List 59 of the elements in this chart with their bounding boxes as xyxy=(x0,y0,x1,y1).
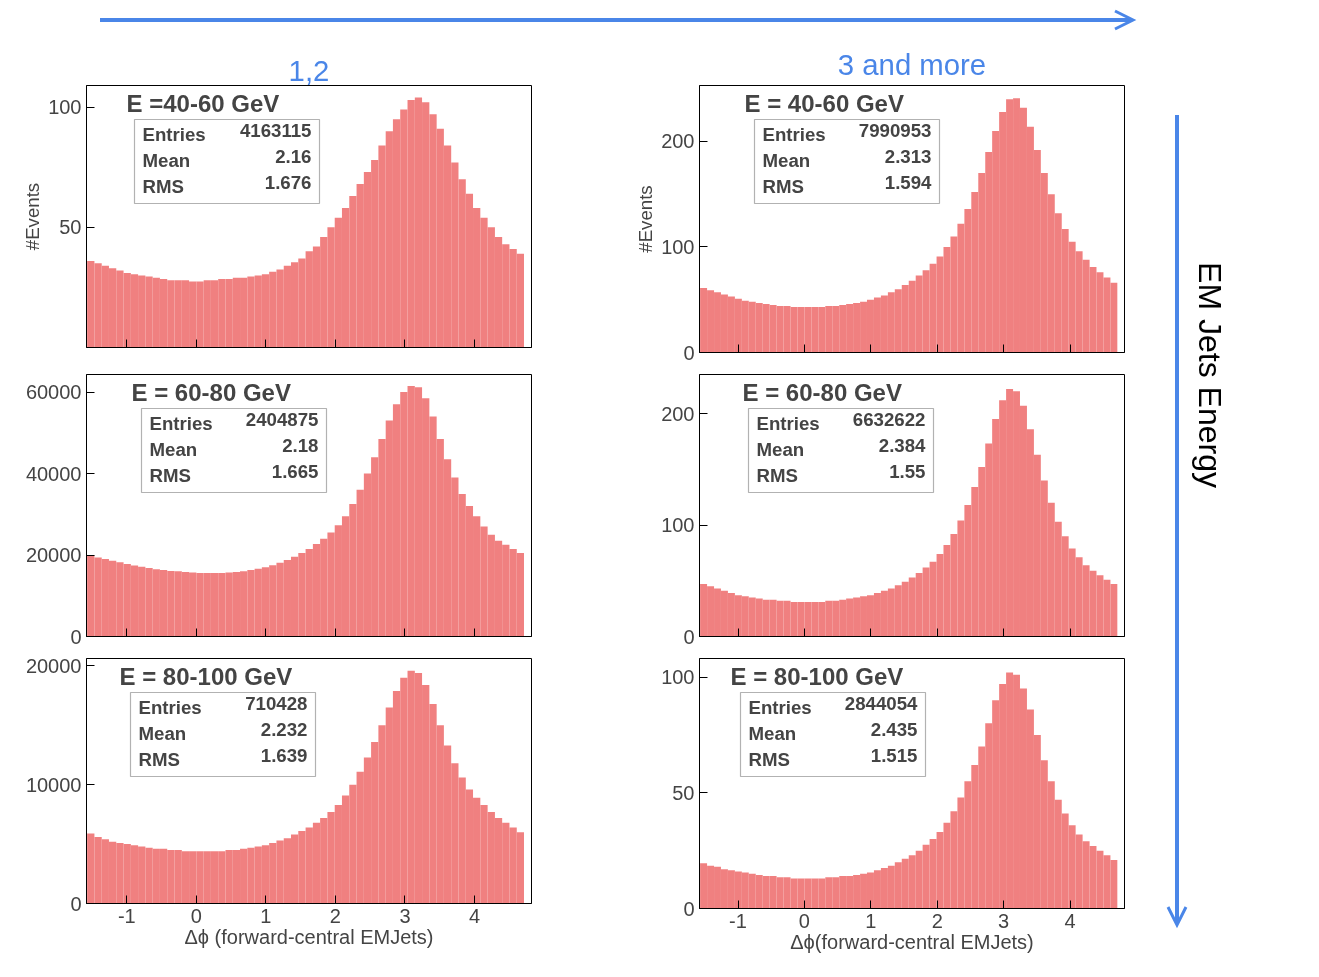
text: RMS 1.665 xyxy=(149,460,319,486)
text: RMS 1.515 xyxy=(748,744,918,770)
y-tick-label: 100 xyxy=(661,235,695,258)
y-tick-label: 20000 xyxy=(25,654,82,677)
x-tick-label: 2 xyxy=(931,909,943,932)
y-tick-label: 20000 xyxy=(25,544,82,567)
text: Entries 4163115 xyxy=(142,119,312,145)
text: Mean 2.232 xyxy=(138,718,308,744)
chart-title: E = 40-60 GeV xyxy=(744,89,904,117)
text: EM Jets Energy xyxy=(1191,262,1228,488)
chart-title: E = 60-80 GeV xyxy=(742,378,902,406)
text: Mean 2.313 xyxy=(762,145,932,171)
y-tick-label: 100 xyxy=(661,666,695,689)
text: Entries 7990953 xyxy=(762,119,932,145)
chart-title: E =40-60 GeV xyxy=(126,89,280,117)
x-tick-label: 3 xyxy=(399,904,411,927)
x-tick-label: 4 xyxy=(468,904,481,927)
y-tick-label: 100 xyxy=(48,96,82,119)
y-tick-label: 0 xyxy=(683,341,695,364)
text: Entries 6632622 xyxy=(756,408,926,434)
text: Mean 2.18 xyxy=(149,434,319,460)
y-tick-label: 200 xyxy=(661,402,695,425)
text: RMS 1.594 xyxy=(762,171,932,197)
x-tick-label: 1 xyxy=(260,904,272,927)
chart-subtitle: 1,2 xyxy=(288,53,330,87)
text: RMS 1.55 xyxy=(756,460,926,486)
chart-title: E = 80-100 GeV xyxy=(119,662,293,690)
x-tick-label: 1 xyxy=(865,909,877,932)
text: Mean 2.384 xyxy=(756,434,926,460)
x-tick-label: -1 xyxy=(729,909,747,932)
y-tick-label: 0 xyxy=(683,625,695,648)
y-tick-label: 50 xyxy=(672,781,695,804)
x-tick-label: 0 xyxy=(798,909,810,932)
text: Mean 2.435 xyxy=(748,718,918,744)
chart-title: E = 80-100 GeV xyxy=(730,662,904,690)
text: RMS 1.676 xyxy=(142,171,312,197)
x-tick-label: 3 xyxy=(998,909,1010,932)
x-tick-label: -1 xyxy=(117,904,136,927)
x-axis-title: Δϕ(forward-central EMJets) xyxy=(790,930,1034,953)
y-axis-title: #Events xyxy=(635,185,657,253)
x-axis-title: Δϕ (forward-central EMJets) xyxy=(184,925,434,948)
text: RMS 1.639 xyxy=(138,744,308,770)
y-tick-label: 40000 xyxy=(25,462,82,485)
text: Mean 2.16 xyxy=(142,145,312,171)
y-tick-label: 0 xyxy=(70,625,82,648)
y-tick-label: 60000 xyxy=(25,381,82,404)
text: Entries 710428 xyxy=(138,692,308,718)
chart-title: E = 60-80 GeV xyxy=(131,378,291,406)
y-tick-label: 200 xyxy=(661,130,695,153)
x-tick-label: 0 xyxy=(190,904,202,927)
x-tick-label: 4 xyxy=(1064,909,1076,932)
y-tick-label: 100 xyxy=(661,514,695,537)
chart-subtitle: 3 and more xyxy=(837,47,987,81)
text: Entries 2404875 xyxy=(149,408,319,434)
y-tick-label: 50 xyxy=(59,216,82,239)
y-tick-label: 10000 xyxy=(25,773,82,796)
text: Entries 2844054 xyxy=(748,692,918,718)
x-tick-label: 2 xyxy=(329,904,341,927)
y-axis-title: #Events xyxy=(22,182,44,251)
